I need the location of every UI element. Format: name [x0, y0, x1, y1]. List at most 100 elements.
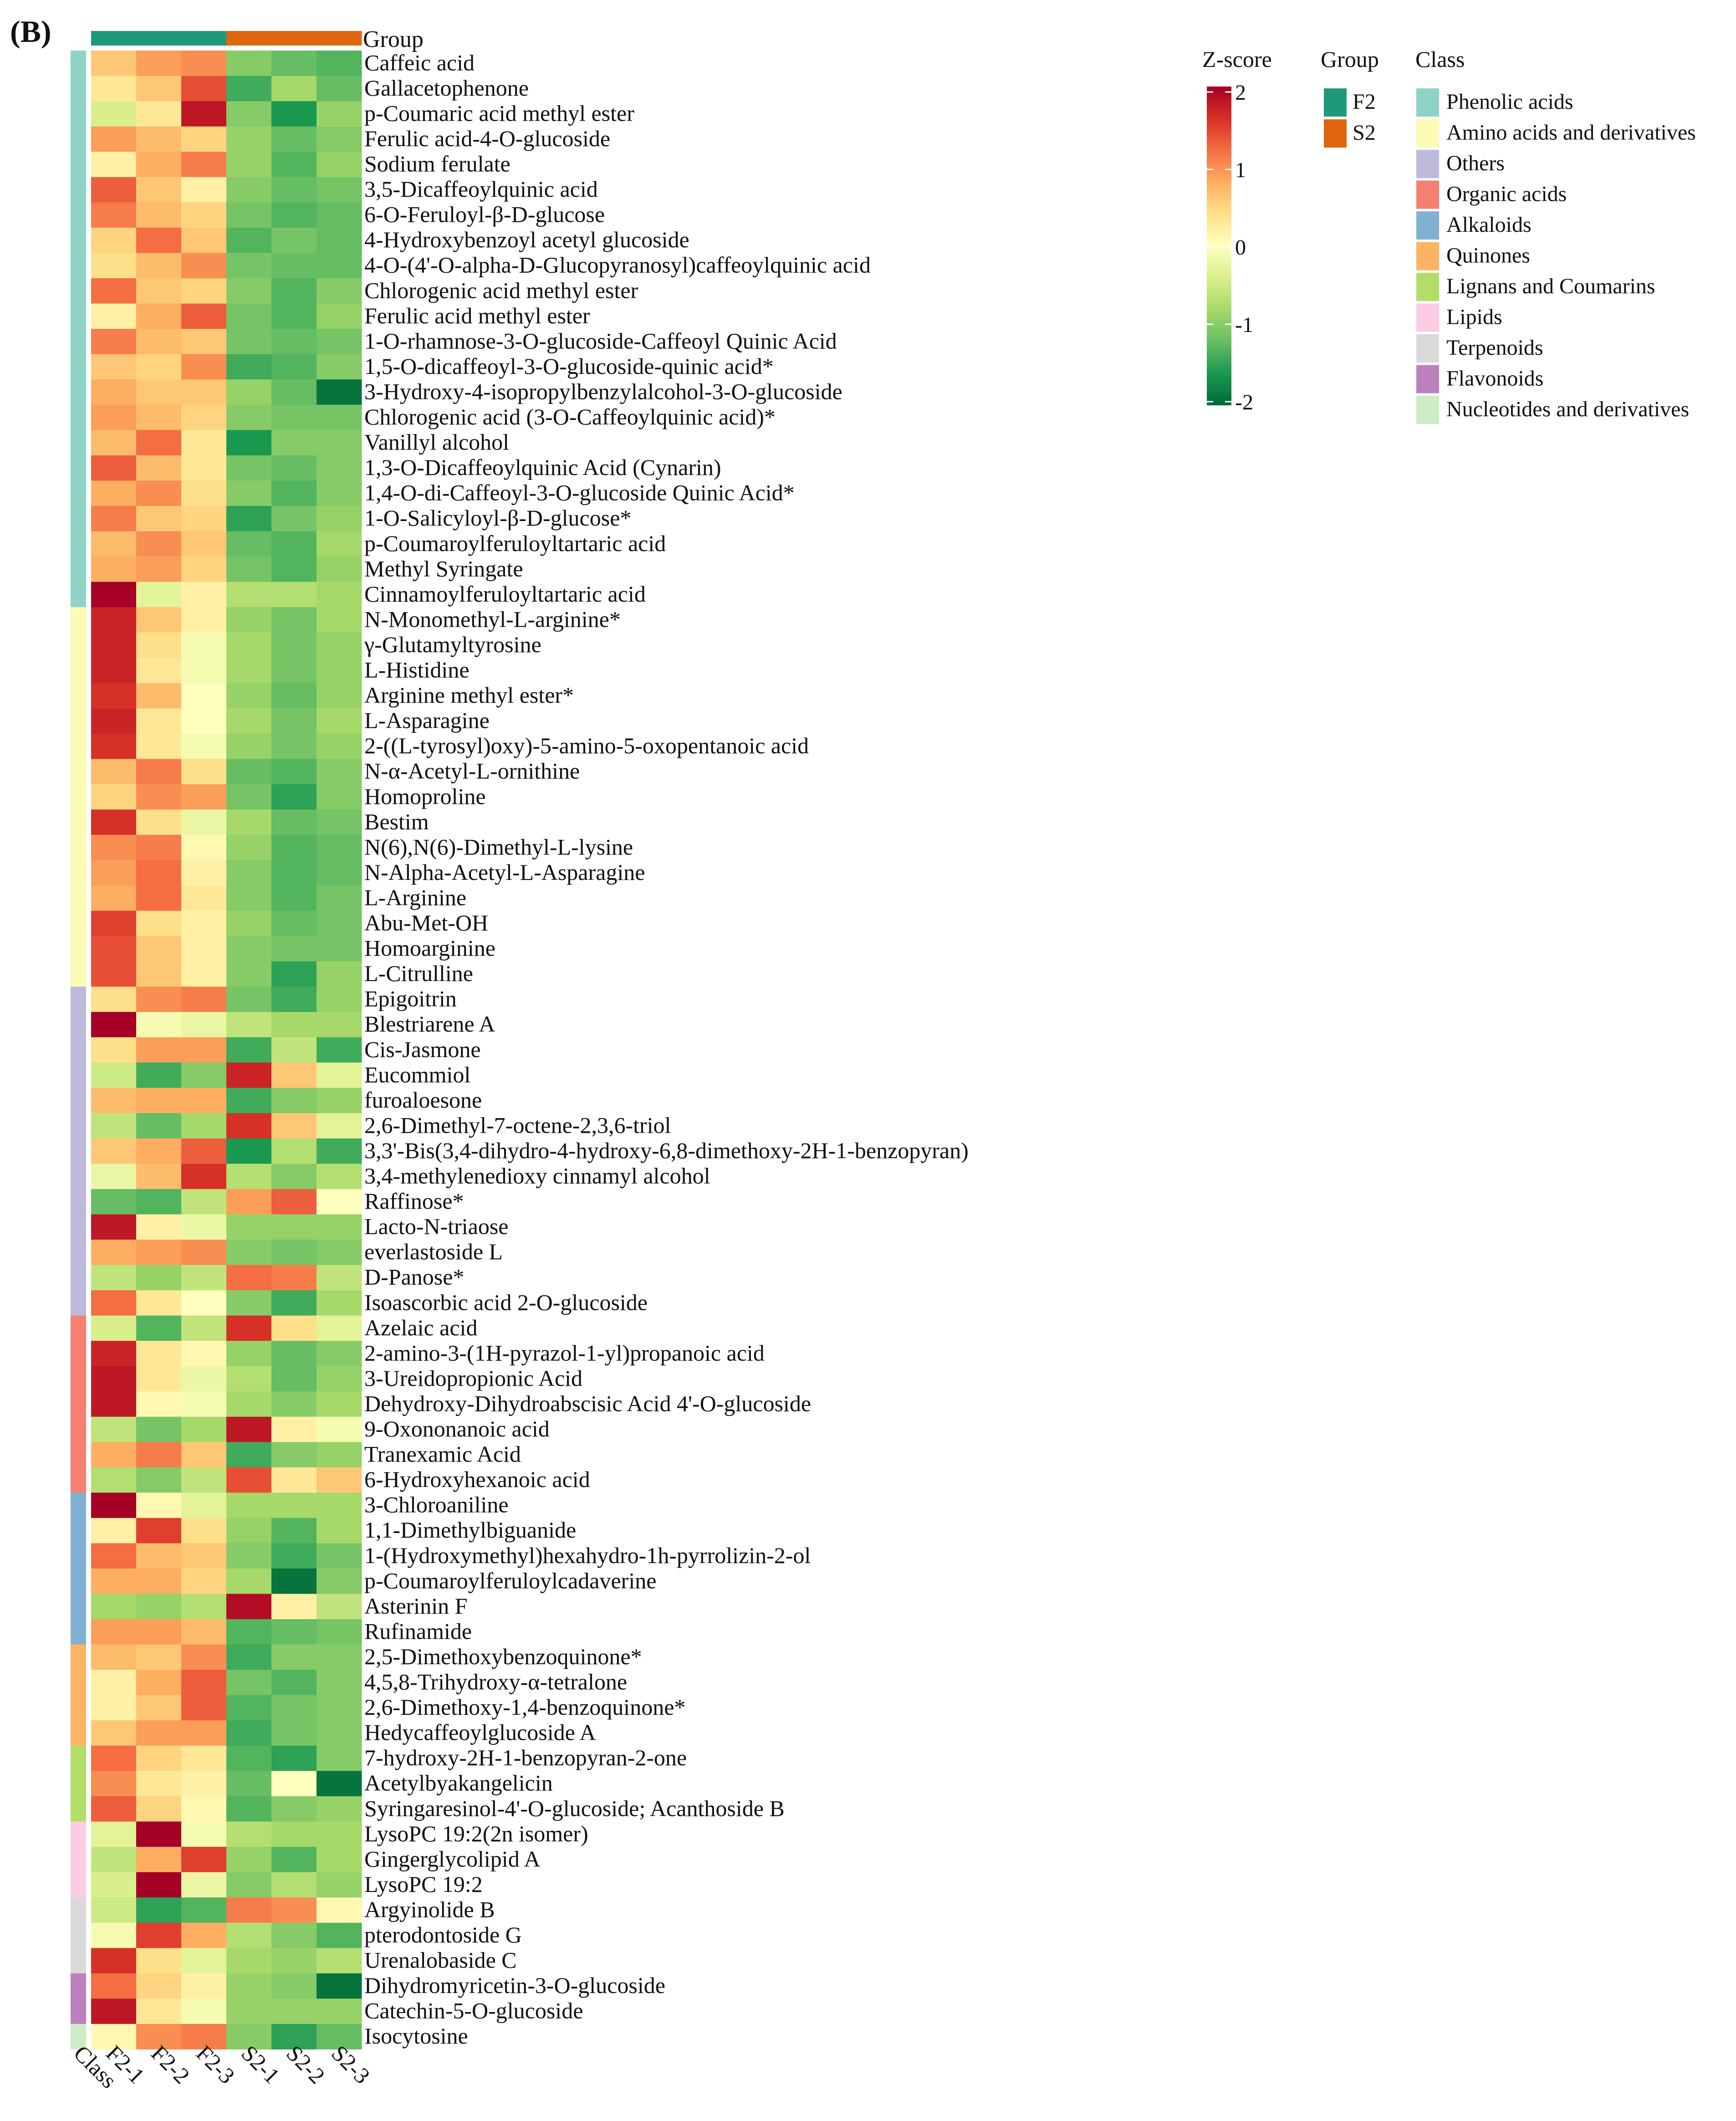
class-legend-label: Phenolic acids	[1446, 90, 1573, 114]
heatmap-cell	[181, 809, 227, 835]
row-label: Catechin-5-O-glucoside	[364, 1998, 583, 2024]
heatmap-cell	[136, 2024, 182, 2049]
row-label: Chlorogenic acid methyl ester	[364, 277, 638, 303]
heatmap-cell	[226, 202, 272, 228]
heatmap-cell	[271, 1391, 317, 1417]
class-strip-cell	[71, 76, 86, 102]
heatmap-cell	[226, 455, 272, 481]
class-strip-cell	[71, 51, 86, 77]
heatmap-cell	[271, 354, 317, 380]
heatmap-cell	[181, 961, 227, 987]
row-label: Dihydromyricetin-3-O-glucoside	[364, 1973, 665, 1998]
heatmap-cell	[317, 1619, 362, 1645]
heatmap-cell	[136, 1391, 182, 1417]
heatmap-cell	[181, 658, 227, 684]
row-label: Homoarginine	[364, 935, 495, 961]
class-strip-cell	[71, 152, 86, 178]
heatmap-cell	[226, 1088, 272, 1114]
heatmap-cell	[271, 759, 317, 785]
row-label: Dehydroxy-Dihydroabscisic Acid 4'-O-gluc…	[364, 1390, 811, 1416]
heatmap-cell	[136, 860, 182, 886]
class-strip-cell	[71, 936, 86, 962]
heatmap-cell	[226, 76, 272, 102]
class-strip-cell	[71, 759, 86, 785]
heatmap-cell	[181, 1948, 227, 1974]
heatmap-cell	[271, 1138, 317, 1164]
row-label: Blestriarene A	[364, 1011, 495, 1037]
class-legend-label: Nucleotides and derivatives	[1446, 397, 1689, 421]
heatmap-cell	[226, 1594, 272, 1620]
heatmap-cell	[181, 1265, 227, 1291]
heatmap-cell	[181, 430, 227, 456]
heatmap-cell	[91, 1594, 137, 1620]
heatmap-cell	[317, 1973, 362, 1999]
heatmap-cell	[91, 177, 137, 203]
heatmap-cell	[136, 76, 182, 102]
heatmap-cell	[317, 860, 362, 886]
heatmap-cell	[271, 1771, 317, 1797]
heatmap-cell	[226, 1341, 272, 1367]
heatmap-cell	[181, 607, 227, 633]
heatmap-cell	[91, 152, 137, 178]
heatmap-cell	[91, 1189, 137, 1215]
class-strip-cell	[71, 835, 86, 861]
heatmap-cell	[136, 1569, 182, 1595]
heatmap-cell	[91, 860, 137, 886]
class-legend-label: Lignans and Coumarins	[1446, 274, 1655, 298]
panel-label: (B)	[10, 14, 51, 49]
class-strip-cell	[71, 582, 86, 608]
heatmap-cell	[136, 1113, 182, 1139]
heatmap-cell	[136, 1366, 182, 1392]
heatmap-cell	[317, 430, 362, 456]
heatmap-cell	[226, 936, 272, 962]
heatmap-cell	[226, 885, 272, 911]
heatmap-cell	[226, 658, 272, 684]
heatmap-cell	[181, 480, 227, 506]
heatmap-cell	[136, 1897, 182, 1923]
heatmap-cell	[181, 1569, 227, 1595]
heatmap-cell	[271, 1948, 317, 1974]
class-strip-cell	[71, 101, 86, 127]
row-label: 1,3-O-Dicaffeoylquinic Acid (Cynarin)	[364, 455, 721, 480]
heatmap-cell	[317, 1796, 362, 1822]
heatmap-cell	[181, 227, 227, 253]
heatmap-cell	[271, 455, 317, 481]
heatmap-cell	[136, 126, 182, 152]
heatmap-cell	[271, 1113, 317, 1139]
heatmap-cell	[226, 1164, 272, 1190]
heatmap-cell	[136, 607, 182, 633]
heatmap-cell	[271, 1442, 317, 1468]
heatmap-cell	[91, 733, 137, 759]
heatmap-cell	[136, 1214, 182, 1240]
heatmap-cell	[317, 404, 362, 430]
class-legend-title: Class	[1415, 46, 1465, 72]
heatmap-cell	[317, 1720, 362, 1746]
heatmap-cell	[136, 1088, 182, 1114]
class-strip-cell	[71, 1745, 86, 1771]
heatmap-cell	[136, 936, 182, 962]
row-label: Tranexamic Acid	[364, 1441, 521, 1467]
heatmap-cell	[226, 1771, 272, 1797]
heatmap-cell	[91, 1265, 137, 1291]
heatmap-cell	[271, 278, 317, 304]
heatmap-cell	[91, 1290, 137, 1316]
row-label: 7-hydroxy-2H-1-benzopyran-2-one	[364, 1745, 687, 1770]
heatmap-cell	[136, 961, 182, 987]
row-label: Epigoitrin	[364, 986, 457, 1012]
heatmap-cell	[226, 1239, 272, 1265]
heatmap-cell	[226, 759, 272, 785]
heatmap-cell	[91, 1164, 137, 1190]
row-label: pterodontoside G	[364, 1922, 522, 1947]
row-label: Eucommiol	[364, 1062, 470, 1087]
heatmap-cell	[91, 1239, 137, 1265]
class-strip-cell	[71, 1416, 86, 1442]
heatmap-cell	[271, 936, 317, 962]
heatmap-cell	[226, 708, 272, 734]
heatmap-cell	[91, 708, 137, 734]
heatmap-cell	[271, 253, 317, 279]
heatmap-cell	[136, 582, 182, 608]
class-strip-cell	[71, 809, 86, 835]
heatmap-cell	[271, 607, 317, 633]
heatmap-cell	[136, 759, 182, 785]
